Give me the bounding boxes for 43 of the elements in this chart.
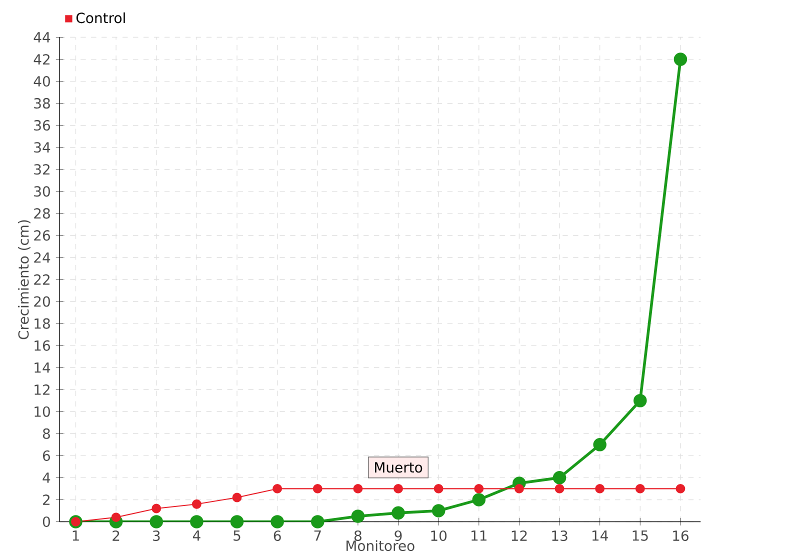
x-tick-label: 2	[112, 530, 120, 541]
x-tick-label: 12	[512, 530, 527, 541]
x-tick-label: 1	[72, 530, 79, 541]
y-tick-label: 14	[34, 362, 50, 373]
y-tick-label: 42	[34, 54, 50, 64]
y-tick-label: 12	[34, 384, 50, 395]
x-tick-label: 13	[552, 530, 568, 542]
x-tick-label: 11	[472, 530, 486, 541]
x-tick-label: 10	[431, 530, 447, 542]
y-tick-label: 28	[34, 208, 50, 219]
y-tick-label: 32	[34, 164, 50, 175]
x-tick-label: 8	[354, 530, 362, 542]
y-tick-label: 18	[34, 318, 50, 329]
x-tick-label: 14	[592, 530, 608, 541]
y-tick-label: 16	[34, 340, 50, 351]
y-tick-label: 26	[34, 230, 50, 241]
x-tick-label: 9	[394, 530, 402, 542]
x-tick-label: 7	[314, 530, 321, 541]
legend-label: Control	[76, 12, 125, 24]
y-tick-label: 4	[42, 472, 50, 483]
y-tick-label: 36	[34, 120, 50, 131]
y-tick-label: 44	[34, 32, 50, 42]
y-tick-label: 8	[42, 428, 50, 439]
y-tick-label: 20	[34, 296, 50, 307]
x-tick-label: 3	[153, 530, 160, 542]
y-tick-label: 0	[42, 516, 50, 528]
y-tick-label: 2	[43, 494, 50, 505]
y-tick-label: 22	[34, 274, 50, 285]
x-tick-label: 4	[192, 530, 200, 541]
x-tick-label: 15	[632, 530, 648, 541]
annotation: Muerto	[375, 462, 422, 473]
y-tick-label: 6	[42, 450, 50, 461]
y-tick-label: 38	[34, 98, 50, 109]
y-tick-label: 40	[34, 76, 50, 87]
x-tick-label: 16	[673, 530, 688, 542]
y-axis-title: Crecimiento (cm)	[18, 220, 30, 340]
x-axis-title: Monitoreo	[346, 540, 414, 552]
x-tick-label: 5	[234, 530, 240, 541]
y-tick-label: 10	[34, 406, 50, 417]
y-tick-label: 30	[34, 186, 50, 197]
x-tick-label: 6	[274, 530, 281, 542]
y-tick-label: 24	[34, 252, 50, 263]
y-tick-label: 34	[34, 142, 50, 153]
